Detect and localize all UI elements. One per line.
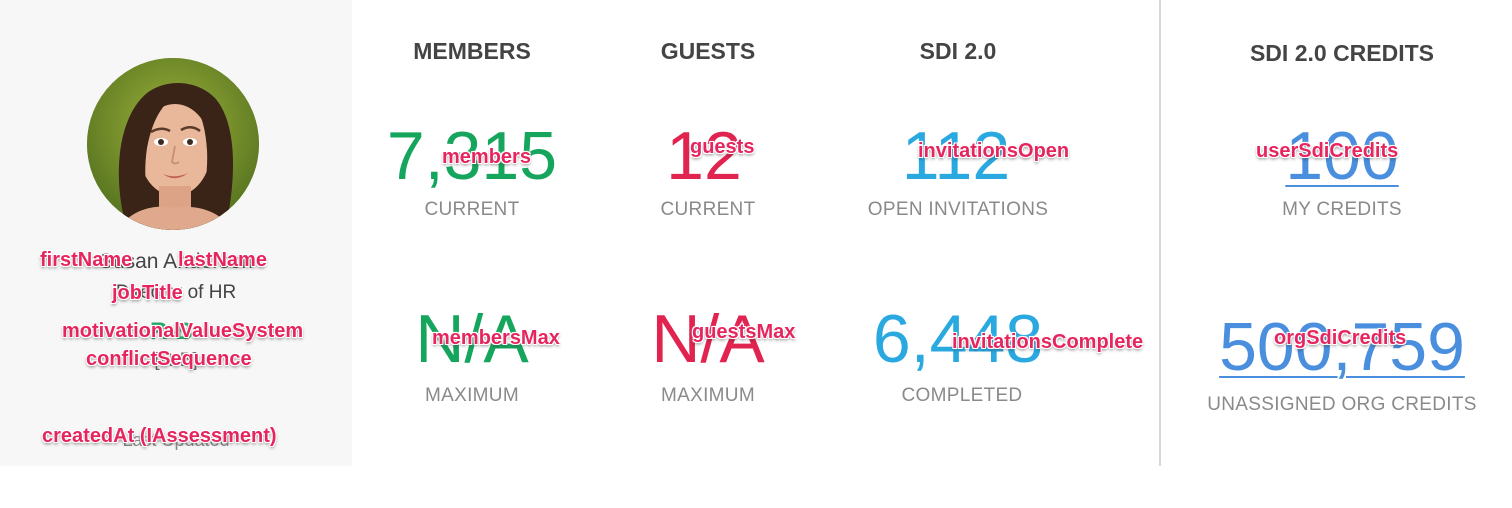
tag-last-name: lastName <box>178 249 267 271</box>
guests-current-label: CURRENT <box>660 199 756 220</box>
tag-first-name: firstName <box>40 249 133 271</box>
tag-members-max: membersMax <box>432 327 560 349</box>
credits-header: SDI 2.0 CREDITS <box>1249 40 1435 66</box>
tag-mvs: motivationalValueSystem <box>62 320 304 342</box>
profile-name: Susan Anderson <box>98 250 254 273</box>
guests-header: GUESTS <box>660 38 756 64</box>
members-max-label: MAXIMUM <box>425 385 519 406</box>
my-credits-label: MY CREDITS <box>1282 199 1402 220</box>
tag-members: members <box>442 146 531 168</box>
org-credits-label: UNASSIGNED ORG CREDITS <box>1207 394 1477 415</box>
tag-org-sdi-credits: orgSdiCredits <box>1274 327 1407 349</box>
profile-date-value: Last Updated <box>122 430 230 450</box>
guests-max-label: MAXIMUM <box>661 385 755 406</box>
tag-guests: guests <box>690 136 755 158</box>
tag-guests-max: guestsMax <box>692 321 796 343</box>
sdi-open-label: OPEN INVITATIONS <box>867 199 1049 220</box>
sdi-completed-value: 6,448 <box>872 301 1044 377</box>
avatar-photo <box>87 58 259 230</box>
members-current-label: CURRENT <box>424 199 520 220</box>
members-max-value: N/A <box>415 301 529 377</box>
my-credits-value[interactable]: 100 <box>1285 118 1399 194</box>
tag-invitations-open: invitationsOpen <box>918 140 1070 162</box>
sdi-header: SDI 2.0 <box>919 38 997 64</box>
tag-job-title: jobTitle <box>112 282 183 304</box>
members-header: MEMBERS <box>413 38 531 64</box>
guests-max-value: N/A <box>651 301 765 377</box>
tag-invitations-complete: invitationsComplete <box>952 331 1144 353</box>
column-divider <box>1159 0 1161 466</box>
tag-user-sdi-credits: userSdiCredits <box>1256 140 1399 162</box>
guests-current-value: 12 <box>666 118 742 194</box>
avatar <box>87 58 259 230</box>
profile-conflict-value: [R-B] <box>154 350 198 371</box>
org-credits-value[interactable]: 500,759 <box>1219 309 1465 385</box>
profile-job-title: Director of HR <box>115 282 237 303</box>
sdi-completed-label: COMPLETED <box>901 385 1023 406</box>
members-current-value: 7,315 <box>386 118 558 194</box>
tag-created-at: createdAt (IAssessment) <box>42 425 277 447</box>
profile-panel: Susan Anderson Director of HR R-B [R-B] … <box>0 0 352 466</box>
sdi-open-value: 112 <box>901 118 1011 194</box>
tag-conflict-sequence: conflictSequence <box>86 348 252 370</box>
profile-mvs-value: R-B <box>150 318 193 345</box>
